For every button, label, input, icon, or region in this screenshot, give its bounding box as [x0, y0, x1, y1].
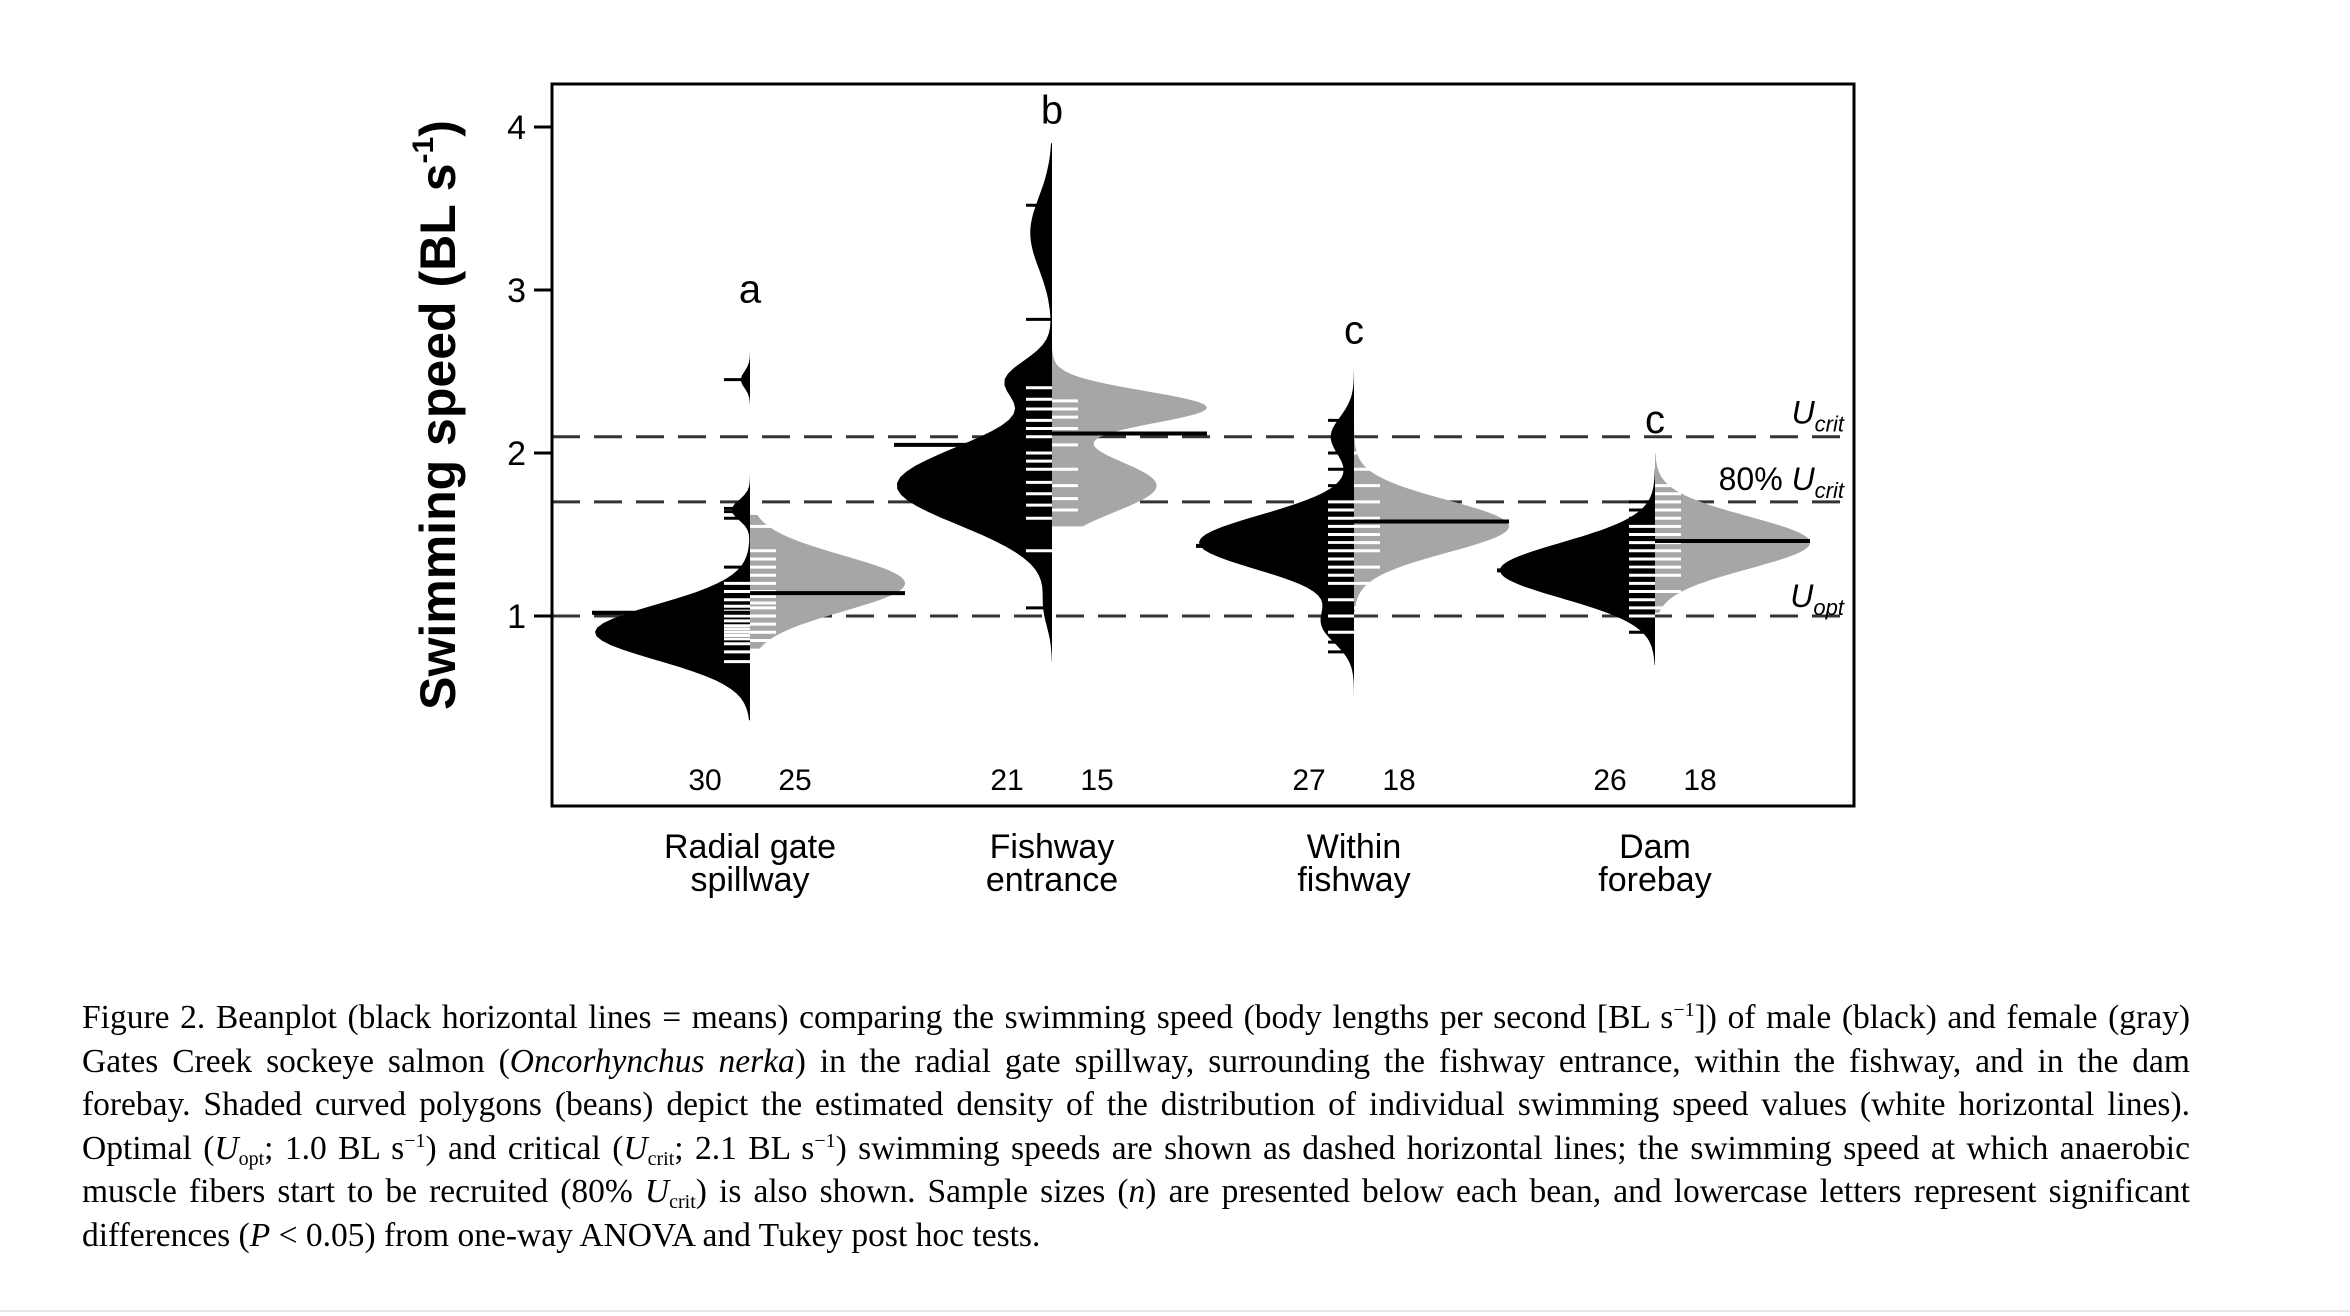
bean-male [1199, 363, 1354, 706]
category-label-line1: Radial gate [664, 828, 836, 866]
y-tick-label: 2 [507, 435, 526, 473]
significance-letter: a [739, 268, 762, 312]
category-label-line1: Dam [1619, 828, 1691, 866]
sample-size-male: 30 [688, 764, 721, 797]
beans [592, 143, 1810, 721]
bean-male [897, 143, 1052, 662]
significance-letter: c [1645, 398, 1665, 442]
bean-female [1655, 453, 1810, 613]
category-label-line2: forebay [1598, 861, 1711, 899]
figure-caption: Figure 2. Beanplot (black horizontal lin… [82, 999, 2190, 1254]
sample-size-male: 26 [1593, 764, 1626, 797]
sample-size-female: 18 [1683, 764, 1716, 797]
category-label-line2: spillway [690, 861, 809, 899]
bean-group [1196, 363, 1509, 706]
y-axis-label: Swimming speed (BL s-1) [407, 120, 466, 710]
sample-size-female: 18 [1382, 764, 1415, 797]
y-axis: 1 2 3 4 [507, 109, 552, 636]
bean-group [894, 143, 1207, 662]
bean-male [1500, 469, 1655, 665]
significance-letter: b [1041, 88, 1063, 132]
y-tick-label: 4 [507, 109, 526, 147]
bean-female [1052, 298, 1207, 527]
category-label-line2: fishway [1297, 861, 1410, 899]
reference-line-label: 80% Ucrit [1719, 461, 1845, 503]
bean-female [750, 514, 905, 649]
category-label-line1: Fishway [990, 828, 1115, 866]
reference-line-label: Ucrit [1792, 395, 1845, 437]
sample-size-male: 27 [1292, 764, 1325, 797]
significance-letter: c [1344, 308, 1364, 352]
bean-group [592, 322, 905, 721]
y-tick-label: 3 [507, 272, 526, 310]
y-tick-label: 1 [507, 598, 526, 636]
plot-frame [550, 82, 1856, 808]
sample-size-female: 15 [1080, 764, 1113, 797]
category-label-line2: entrance [986, 861, 1118, 899]
page-bottom-rule [0, 1310, 2350, 1312]
reference-line-labels: Ucrit 80% Ucrit Uopt [1719, 395, 1845, 620]
bean-female [1354, 423, 1509, 613]
beanplot-chart: 1 2 3 4 Swimming speed (BL s-1) Ucrit 80% Uc… [407, 82, 1856, 899]
bean-group [1497, 453, 1810, 665]
reference-line-label: Uopt [1790, 578, 1845, 620]
category-label-line1: Within [1307, 828, 1401, 866]
sample-size-female: 25 [778, 764, 811, 797]
sample-size-male: 21 [990, 764, 1023, 797]
bean-male [595, 322, 750, 721]
